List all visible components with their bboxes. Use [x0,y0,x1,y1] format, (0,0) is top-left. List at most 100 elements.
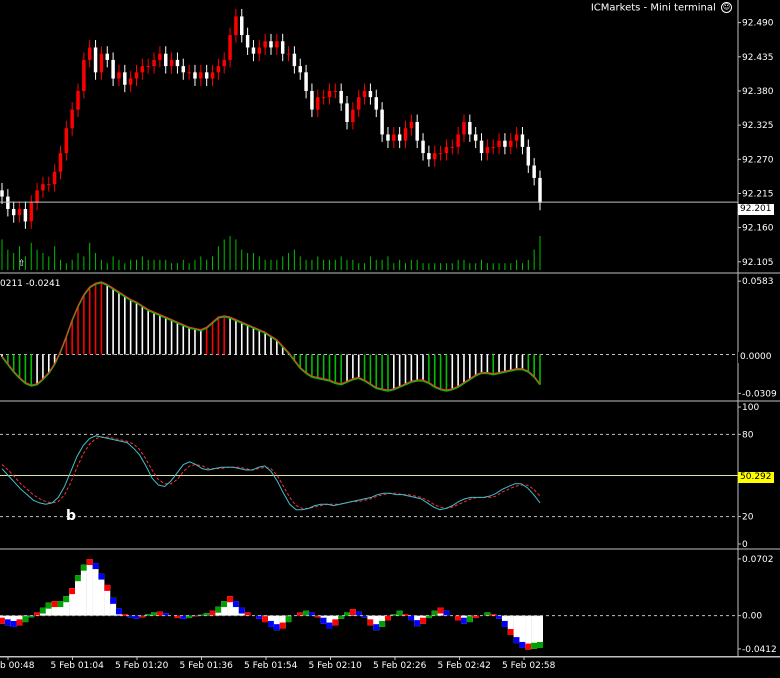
ao-tick-label: 0.0702 [742,555,774,565]
candle-body [199,72,203,79]
candle-body [134,72,139,79]
candle-body [58,153,63,172]
candle-body [234,16,238,36]
time-tick-label: b 00:48 [0,661,35,671]
macd-tick-label: 0.0583 [742,277,774,287]
candle-body [76,90,80,110]
candle-body [251,47,256,54]
time-tick-label: 5 Feb 02:58 [502,661,556,671]
price-tick-label: 92.435 [742,53,774,63]
candle-body [532,165,536,178]
time-tick-label: 5 Feb 02:10 [309,661,363,671]
candle-body [175,59,180,67]
candle-body [438,153,443,155]
time-tick-label: 5 Feb 01:36 [180,661,234,671]
candle-body [99,53,104,73]
candle-body [35,190,39,203]
price-tick-label: 92.270 [742,155,774,165]
candle-body [257,47,262,54]
macd-tick-label: -0.0309 [742,389,777,399]
candle-body [82,59,86,91]
candle-body [356,97,361,110]
candle-body [29,202,33,222]
candle-body [468,122,472,135]
candle-body [64,128,69,154]
candle-body [152,59,156,67]
candle-body [11,208,16,216]
stoch-signal-line [1,436,541,509]
candle-body [386,134,390,141]
candle-body [479,140,484,154]
price-tick-label: 92.215 [742,189,774,199]
candle-body [240,16,244,36]
candle-body [421,140,425,154]
candle-body [380,109,384,135]
macd-line [1,281,541,392]
candle-body [462,122,466,135]
candle-body [140,66,145,73]
candle-body [245,35,250,48]
candle-body [17,208,22,216]
stoch-main-line [1,435,541,511]
candle-body [339,90,343,104]
candle-body [193,72,197,79]
candle-body [333,90,338,92]
candle-body [368,90,373,98]
candle-body [158,53,162,60]
candle-body [485,146,490,154]
macd-header-values: 0211 -0.0241 [0,279,61,289]
candle-body [286,53,291,55]
candle-body [204,72,209,79]
macd-signal-line [1,281,541,391]
candle-body [321,97,326,99]
candle-body [6,196,10,209]
time-tick-label: 5 Feb 01:54 [244,661,298,671]
current-price-label: 92.201 [738,204,774,215]
candle-body [362,90,367,98]
candle-body [491,146,495,148]
candle-body [41,184,45,191]
candle-body [269,41,273,48]
candle-body [415,122,419,141]
candle-body [304,72,308,91]
stoch-tick-label: 80 [742,430,754,440]
candle-body [374,97,378,110]
candle-body [514,134,519,141]
candle-body [0,190,4,197]
candle-body [292,53,297,67]
candle-body [392,134,396,141]
stoch-tick-label: 100 [742,403,759,413]
candle-body [181,66,186,73]
stoch-current-label: 50.292 [738,472,774,483]
candle-body [403,128,408,141]
candle-body [123,72,127,85]
time-tick-label: 5 Feb 02:42 [438,661,491,671]
candle-body [526,146,531,166]
up-arrow-icon: ⇧ [18,259,26,269]
price-tick-label: 92.325 [742,121,774,131]
candle-body [52,171,57,185]
candle-body [105,53,109,60]
candle-body [280,41,285,54]
candle-body [310,90,314,110]
candle-body [503,140,507,147]
candle-body [456,134,460,147]
candle-body [351,109,355,123]
candle-body [222,59,226,67]
candle-body [23,208,28,222]
smiley-icon[interactable]: ☺ [721,2,732,13]
price-tick-label: 92.105 [742,258,774,268]
macd-zero-label: 0.0000 [738,352,774,363]
mini-terminal-label[interactable]: ICMarkets - Mini terminal ☺ [591,2,732,14]
candle-body [263,41,267,48]
candle-body [538,177,542,203]
time-tick-label: 5 Feb 01:20 [115,661,169,671]
candle-body [169,59,174,67]
candle-body [345,103,349,123]
candle-body [450,146,455,148]
candle-body [187,72,191,74]
ao-tick-label: 0.00 [742,612,762,622]
candle-body [316,97,320,110]
